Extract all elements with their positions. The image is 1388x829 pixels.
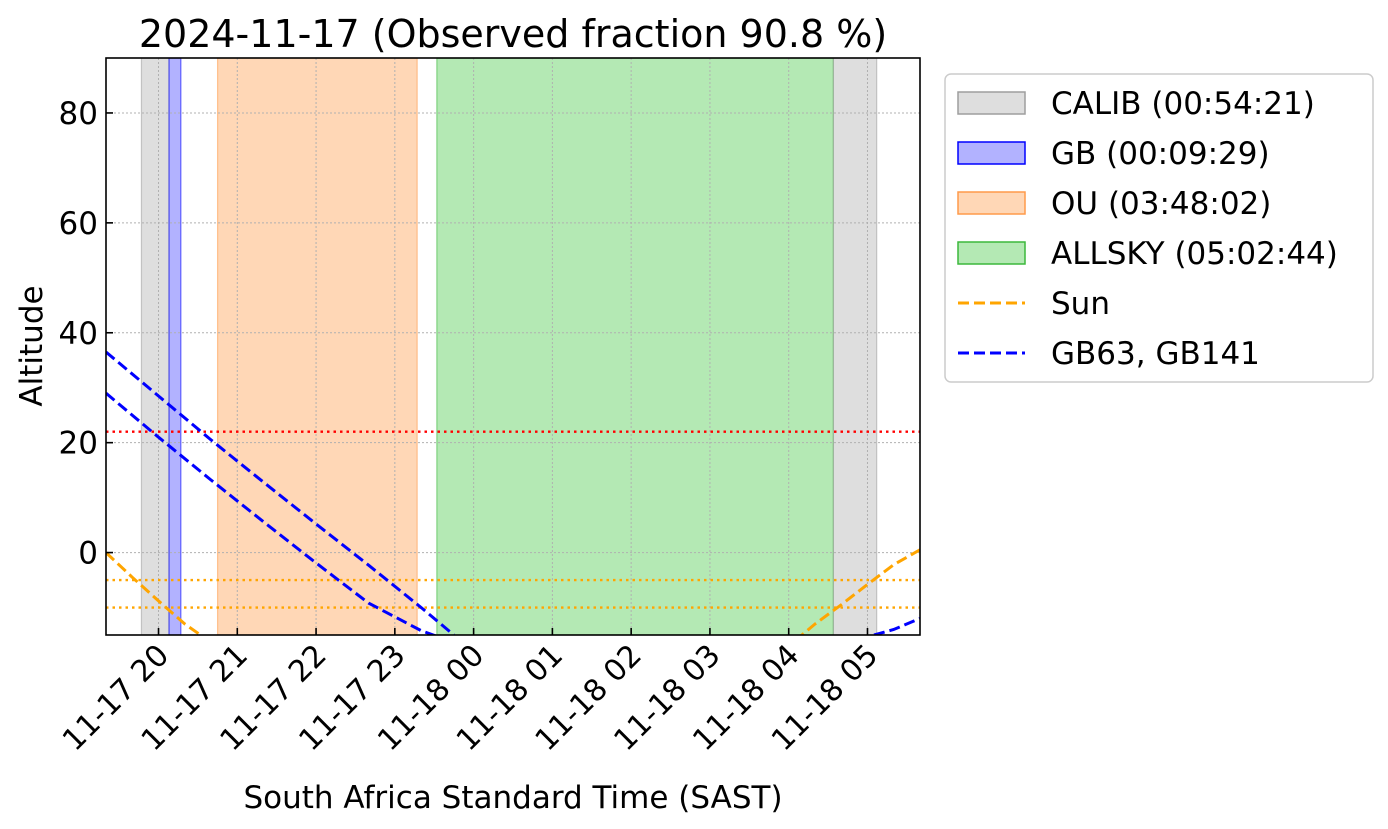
legend-swatch-1 [957,141,1026,165]
y-axis-label: Altitude [14,285,50,406]
y-tick-label: 0 [78,536,98,572]
chart-title: 2024-11-17 (Observed fraction 90.8 %) [139,12,887,56]
legend-label: CALIB (00:54:21) [1051,86,1315,122]
band-ou-2 [216,58,418,635]
y-tick-label: 80 [59,96,98,132]
series-line-0 [106,551,204,635]
series-line-4 [873,617,920,635]
legend-label: GB63, GB141 [1051,336,1260,372]
legend-label: Sun [1051,286,1110,322]
legend-label: OU (03:48:02) [1051,186,1271,222]
legend-swatch-2 [957,191,1026,215]
series-line-2 [106,350,455,635]
series-line-3 [106,392,438,635]
series-line-1 [799,548,920,635]
y-tick-label: 60 [59,206,98,242]
y-tick-label: 40 [59,316,98,352]
legend-frame [944,73,1374,383]
legend-swatch-0 [957,91,1026,115]
plot-frame [105,57,921,636]
band-gb-1 [168,58,182,635]
legend: CALIB (00:54:21) GB (00:09:29) OU (03:48:0… [944,73,1374,383]
x-axis-label: South Africa Standard Time (SAST) [243,780,782,816]
band-calib-4 [832,58,878,635]
band-calib-0 [140,58,170,635]
band-allsky-3 [436,58,834,635]
y-tick-label: 20 [59,426,98,462]
legend-swatch-3 [957,241,1026,265]
legend-label: GB (00:09:29) [1051,136,1270,172]
legend-label: ALLSKY (05:02:44) [1051,236,1338,272]
